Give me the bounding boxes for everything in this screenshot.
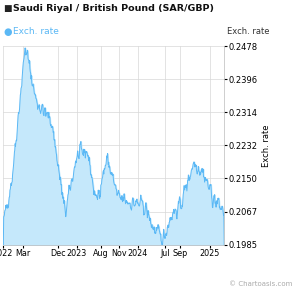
Text: Exch. rate: Exch. rate	[227, 27, 270, 36]
Text: Exch. rate: Exch. rate	[13, 27, 59, 36]
Text: Saudi Riyal / British Pound (SAR/GBP): Saudi Riyal / British Pound (SAR/GBP)	[13, 4, 214, 13]
Text: © Chartoasis.com: © Chartoasis.com	[229, 281, 292, 287]
Y-axis label: Exch. rate: Exch. rate	[262, 124, 271, 167]
Text: ●: ●	[3, 27, 12, 37]
Text: ■: ■	[3, 4, 12, 13]
